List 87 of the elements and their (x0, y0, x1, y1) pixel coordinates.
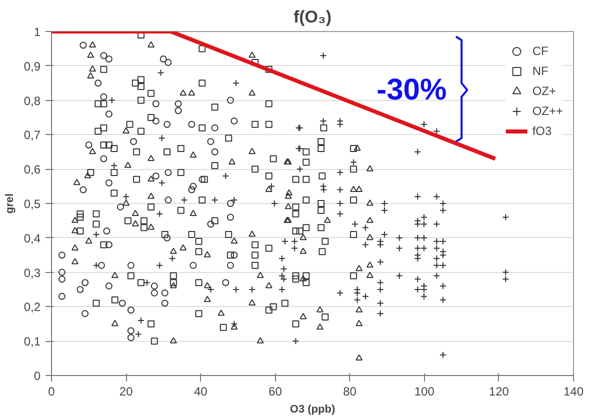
point (207, 138, 214, 146)
point (222, 279, 230, 286)
point (127, 262, 134, 269)
point (82, 310, 89, 318)
chart-title: f(O₃) (293, 8, 332, 26)
legend-label: OZ+ (532, 84, 556, 98)
point (226, 200, 234, 207)
point (58, 292, 66, 300)
point (190, 182, 197, 190)
point (130, 138, 138, 146)
point (80, 42, 87, 49)
point (58, 252, 66, 259)
point (226, 262, 234, 269)
point (190, 262, 197, 269)
y-tick-label: 0,9 (24, 59, 41, 74)
point (118, 300, 126, 307)
point (58, 268, 66, 276)
point (198, 176, 206, 183)
point (105, 241, 112, 248)
point (58, 276, 66, 283)
x-tick-label: 0 (48, 384, 56, 398)
point (100, 155, 108, 162)
point (161, 289, 168, 296)
point (174, 100, 182, 108)
point (160, 56, 167, 63)
point (105, 110, 112, 118)
point (211, 124, 218, 132)
point (188, 186, 196, 194)
y-tick-label: 0 (34, 369, 41, 383)
x-tick-label: 80 (343, 384, 357, 398)
legend-label: OZ++ (532, 104, 563, 118)
y-tick-label: 1 (34, 25, 41, 39)
y-tick-label: 0,2 (24, 300, 41, 314)
point (94, 80, 102, 87)
point (164, 196, 172, 204)
point (127, 334, 134, 342)
point (98, 262, 105, 269)
point (150, 282, 158, 290)
point (105, 56, 112, 63)
point (230, 252, 238, 259)
point (80, 186, 87, 194)
x-tick-label: 40 (194, 384, 208, 398)
x-tick-label: 100 (414, 384, 435, 398)
y-tick-label: 0,3 (24, 266, 41, 280)
point (116, 203, 124, 210)
point (100, 93, 108, 100)
x-tick-label: 60 (268, 384, 282, 398)
x-axis-title: O3 (ppb) (290, 404, 336, 416)
point (105, 179, 112, 186)
point (82, 279, 89, 286)
point (188, 120, 196, 128)
point (207, 220, 214, 228)
point (85, 142, 92, 149)
point (100, 52, 108, 60)
y-tick-label: 0,1 (24, 334, 41, 349)
point (174, 107, 182, 114)
point (226, 96, 234, 104)
x-tick-label: 120 (488, 384, 510, 398)
point (76, 286, 84, 293)
y-tick-label: 0,7 (24, 128, 41, 142)
point (127, 306, 134, 314)
y-axis-title: grel (4, 193, 16, 214)
y-tick-label: 0,8 (24, 94, 41, 108)
point (211, 148, 218, 156)
point (164, 169, 172, 176)
point (230, 117, 238, 124)
point (161, 300, 168, 307)
legend-label: CF (532, 44, 550, 58)
point (164, 234, 171, 242)
point (105, 282, 112, 290)
point (150, 289, 158, 296)
point (152, 100, 160, 108)
point (103, 228, 110, 235)
x-tick-label: 140 (563, 384, 584, 398)
x-tick-label: 20 (119, 384, 134, 398)
point (164, 58, 172, 66)
y-tick-label: 0,6 (24, 162, 41, 177)
legend-label: NF (532, 64, 550, 78)
point (152, 172, 160, 180)
y-tick-label: 0,5 (24, 197, 41, 211)
point (127, 327, 134, 334)
point (164, 120, 171, 128)
legend-label: fO3 (532, 124, 552, 138)
point (152, 117, 160, 124)
annotation: -30% (376, 73, 447, 106)
point (226, 214, 234, 221)
y-tick-label: 0,4 (24, 231, 41, 246)
